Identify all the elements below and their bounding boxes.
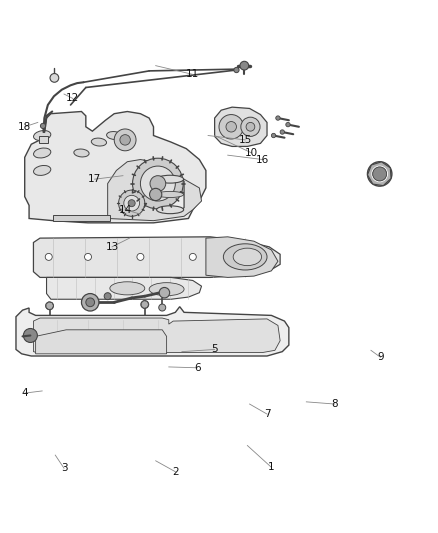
Text: 8: 8 bbox=[332, 399, 338, 409]
Text: 2: 2 bbox=[172, 467, 179, 477]
Circle shape bbox=[23, 328, 37, 343]
Ellipse shape bbox=[156, 191, 184, 198]
Circle shape bbox=[45, 253, 52, 261]
Circle shape bbox=[372, 166, 388, 182]
Polygon shape bbox=[367, 162, 391, 185]
Text: 15: 15 bbox=[239, 135, 252, 145]
Text: 1: 1 bbox=[268, 462, 275, 472]
Circle shape bbox=[141, 166, 175, 201]
Text: 9: 9 bbox=[377, 352, 384, 362]
Polygon shape bbox=[25, 111, 206, 223]
Ellipse shape bbox=[233, 248, 261, 265]
Ellipse shape bbox=[223, 244, 267, 270]
Ellipse shape bbox=[156, 206, 184, 214]
Circle shape bbox=[367, 161, 392, 186]
Ellipse shape bbox=[149, 282, 184, 296]
Circle shape bbox=[40, 123, 46, 128]
Text: 11: 11 bbox=[186, 69, 199, 79]
Bar bbox=[39, 136, 48, 142]
Text: 16: 16 bbox=[256, 155, 269, 165]
Circle shape bbox=[104, 293, 111, 300]
Text: 7: 7 bbox=[264, 409, 270, 419]
Ellipse shape bbox=[34, 131, 51, 141]
Circle shape bbox=[120, 135, 131, 145]
Polygon shape bbox=[215, 107, 267, 147]
Circle shape bbox=[141, 301, 149, 309]
Polygon shape bbox=[206, 237, 278, 277]
Circle shape bbox=[119, 190, 145, 216]
Circle shape bbox=[85, 253, 92, 261]
Circle shape bbox=[81, 294, 99, 311]
Polygon shape bbox=[53, 215, 110, 221]
Text: 13: 13 bbox=[106, 242, 119, 252]
Polygon shape bbox=[33, 237, 280, 277]
Ellipse shape bbox=[74, 149, 89, 157]
Circle shape bbox=[189, 253, 196, 261]
Circle shape bbox=[226, 122, 237, 132]
Text: 18: 18 bbox=[18, 122, 32, 132]
Polygon shape bbox=[46, 277, 201, 299]
Bar bbox=[39, 133, 47, 142]
Circle shape bbox=[276, 116, 280, 120]
Text: 17: 17 bbox=[88, 174, 101, 184]
Circle shape bbox=[137, 253, 144, 261]
Circle shape bbox=[128, 200, 135, 207]
Circle shape bbox=[50, 74, 59, 82]
Text: 3: 3 bbox=[61, 463, 67, 473]
Ellipse shape bbox=[34, 165, 51, 175]
Text: 4: 4 bbox=[21, 388, 28, 398]
Text: 6: 6 bbox=[194, 363, 201, 373]
Circle shape bbox=[241, 117, 260, 136]
Circle shape bbox=[114, 129, 136, 151]
Text: 12: 12 bbox=[66, 93, 79, 103]
Circle shape bbox=[272, 133, 276, 138]
Circle shape bbox=[286, 123, 290, 127]
Circle shape bbox=[124, 195, 140, 211]
Polygon shape bbox=[35, 330, 166, 354]
Circle shape bbox=[246, 123, 255, 131]
Polygon shape bbox=[33, 318, 280, 352]
Ellipse shape bbox=[91, 138, 106, 146]
Polygon shape bbox=[46, 302, 53, 310]
Circle shape bbox=[159, 304, 166, 311]
Circle shape bbox=[234, 67, 239, 72]
Circle shape bbox=[219, 115, 244, 139]
Circle shape bbox=[133, 158, 183, 209]
Ellipse shape bbox=[106, 132, 122, 140]
Text: 5: 5 bbox=[211, 344, 218, 354]
Polygon shape bbox=[141, 301, 149, 308]
Circle shape bbox=[373, 167, 387, 181]
Circle shape bbox=[150, 176, 166, 191]
Circle shape bbox=[46, 302, 53, 310]
Polygon shape bbox=[16, 306, 289, 356]
Ellipse shape bbox=[110, 282, 145, 295]
Circle shape bbox=[86, 298, 95, 306]
Circle shape bbox=[280, 130, 285, 134]
Circle shape bbox=[240, 61, 249, 70]
Ellipse shape bbox=[156, 175, 184, 183]
Circle shape bbox=[159, 287, 170, 298]
Ellipse shape bbox=[34, 148, 51, 158]
Circle shape bbox=[150, 188, 162, 200]
Polygon shape bbox=[155, 179, 184, 210]
Polygon shape bbox=[108, 159, 201, 221]
Text: 10: 10 bbox=[245, 148, 258, 158]
Text: 14: 14 bbox=[119, 205, 132, 215]
